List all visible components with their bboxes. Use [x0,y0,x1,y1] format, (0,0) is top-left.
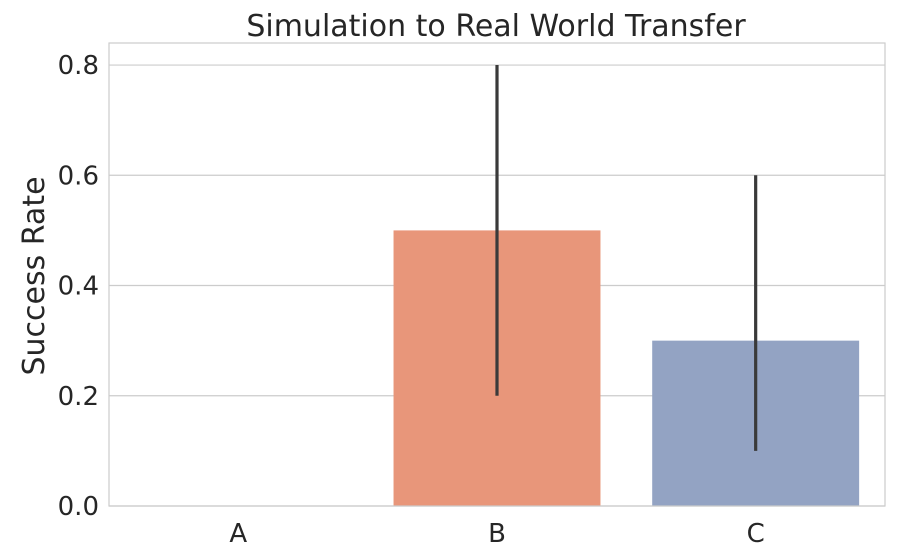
y-tick-label: 0.6 [58,161,99,191]
y-tick-label: 0.2 [58,382,99,412]
x-tick-label: B [488,519,506,549]
x-tick-label: A [229,519,247,549]
y-tick-label: 0.4 [58,272,99,302]
y-tick-labels: 0.0 0.2 0.4 0.6 0.8 [58,51,99,522]
y-tick-label: 0.0 [58,492,99,522]
y-axis-label: Success Rate [17,176,52,375]
x-tick-labels: A B C [229,519,764,549]
chart-title: Simulation to Real World Transfer [246,9,746,44]
y-tick-label: 0.8 [58,51,99,81]
plot-frame [108,42,886,507]
error-bars [495,65,758,451]
x-tick-label: C [747,519,765,549]
